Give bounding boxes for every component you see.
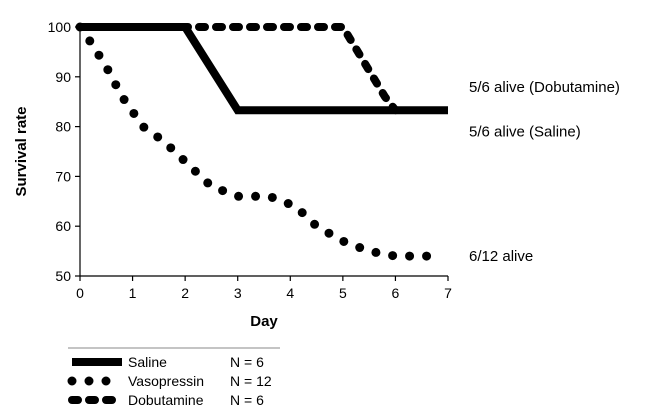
- y-axis-label: Survival rate: [13, 106, 30, 196]
- x-axis-label: Day: [250, 313, 278, 330]
- legend-label: Dobutamine: [128, 392, 204, 408]
- x-tick-label: 7: [444, 285, 452, 301]
- x-tick-label: 3: [234, 285, 242, 301]
- x-tick-label: 4: [286, 285, 294, 301]
- series-layer: [75, 22, 448, 261]
- series-line-saline: [80, 23, 448, 115]
- y-tick-label: 60: [55, 218, 71, 234]
- x-tick-label: 0: [76, 285, 84, 301]
- annotation-label: 5/6 alive (Saline): [469, 124, 581, 141]
- annotation-label: 5/6 alive (Dobutamine): [469, 79, 620, 96]
- legend: Saline N = 6 Vasopressin N = 12 Dobutamine N …: [67, 347, 280, 408]
- x-tick-label: 5: [339, 285, 347, 301]
- y-tick-label: 100: [48, 19, 72, 35]
- legend-n-label: N = 6: [230, 392, 264, 408]
- series-line-dobutamine: [76, 23, 400, 115]
- annotation-label: 6/12 alive: [469, 248, 533, 265]
- legend-label: Vasopressin: [128, 373, 204, 389]
- y-tick-label: 80: [55, 119, 71, 135]
- legend-n-label: N = 6: [230, 354, 264, 370]
- annotations: 5/6 alive (Dobutamine) 5/6 alive (Saline)…: [469, 79, 620, 265]
- legend-label: Saline: [128, 354, 167, 370]
- y-tick-label: 90: [55, 69, 71, 85]
- axes: 50 60 70 80 90 100 0 1 2 3 4 5 6 7: [48, 19, 452, 301]
- x-tick-label: 6: [392, 285, 400, 301]
- legend-n-label: N = 12: [230, 373, 272, 389]
- series-line-vasopressin: [75, 22, 448, 261]
- x-tick-label: 1: [129, 285, 137, 301]
- y-tick-label: 50: [55, 268, 71, 284]
- x-tick-label: 2: [181, 285, 189, 301]
- y-tick-label: 70: [55, 168, 71, 184]
